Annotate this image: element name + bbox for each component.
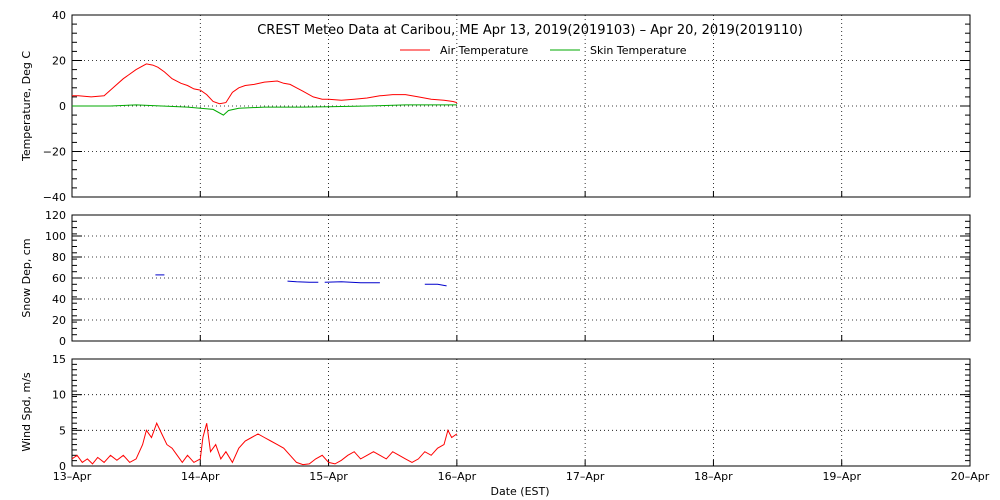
y-tick-label: 80 [52, 251, 66, 264]
x-tick-label: 20–Apr [951, 470, 990, 483]
y-axis-label-temperature: Temperature, Deg C [20, 51, 33, 162]
y-tick-label: 0 [59, 100, 66, 113]
x-tick-label: 17–Apr [566, 470, 605, 483]
y-tick-label: 0 [59, 460, 66, 473]
series-line-2-0 [71, 421, 458, 466]
y-tick-label: 0 [59, 335, 66, 348]
y-tick-label: 20 [52, 55, 66, 68]
series-line-0-0 [72, 63, 458, 105]
y-tick-label: −40 [43, 191, 66, 204]
y-tick-label: 10 [52, 389, 66, 402]
y-axis-label-snow-depth: Snow Dep, cm [20, 238, 33, 317]
y-tick-label: 20 [52, 314, 66, 327]
y-tick-label: 15 [52, 353, 66, 366]
x-tick-label: 16–Apr [438, 470, 477, 483]
legend: Air Temperature Skin Temperature [400, 44, 687, 57]
y-tick-label: 100 [45, 230, 66, 243]
wind-speed-panel: Wind Spd, m/s Date (EST) 15 10 5 013–Apr 14–… [20, 353, 990, 498]
x-tick-label: 14–Apr [181, 470, 220, 483]
x-tick-label: 19–Apr [822, 470, 861, 483]
y-tick-label: −20 [43, 146, 66, 159]
series-line-1-0 [287, 280, 319, 283]
snow-depth-panel: Snow Dep, cm 120 100 80 60 40 20 0 [20, 209, 971, 348]
x-axis-label: Date (EST) [490, 485, 549, 498]
y-tick-label: 5 [59, 424, 66, 437]
plot-frame [71, 214, 971, 342]
legend-label-air-temperature: Air Temperature [440, 44, 529, 57]
x-tick-label: 18–Apr [694, 470, 733, 483]
legend-label-skin-temperature: Skin Temperature [590, 44, 687, 57]
y-tick-label: 60 [52, 272, 66, 285]
plot-frame [71, 358, 971, 467]
x-tick-label: 13–Apr [53, 470, 92, 483]
chart-title: CREST Meteo Data at Caribou, ME Apr 13, … [257, 23, 803, 38]
series-line-1-0 [424, 283, 447, 287]
x-tick-label: 15–Apr [309, 470, 348, 483]
y-tick-label: 120 [45, 209, 66, 222]
series-line-1-0 [324, 281, 380, 284]
temperature-panel: CREST Meteo Data at Caribou, ME Apr 13, … [20, 9, 971, 204]
y-tick-label: 40 [52, 293, 66, 306]
y-axis-label-wind-speed: Wind Spd, m/s [20, 372, 33, 452]
series-line-0-1 [72, 104, 457, 116]
y-tick-label: 40 [52, 9, 66, 22]
